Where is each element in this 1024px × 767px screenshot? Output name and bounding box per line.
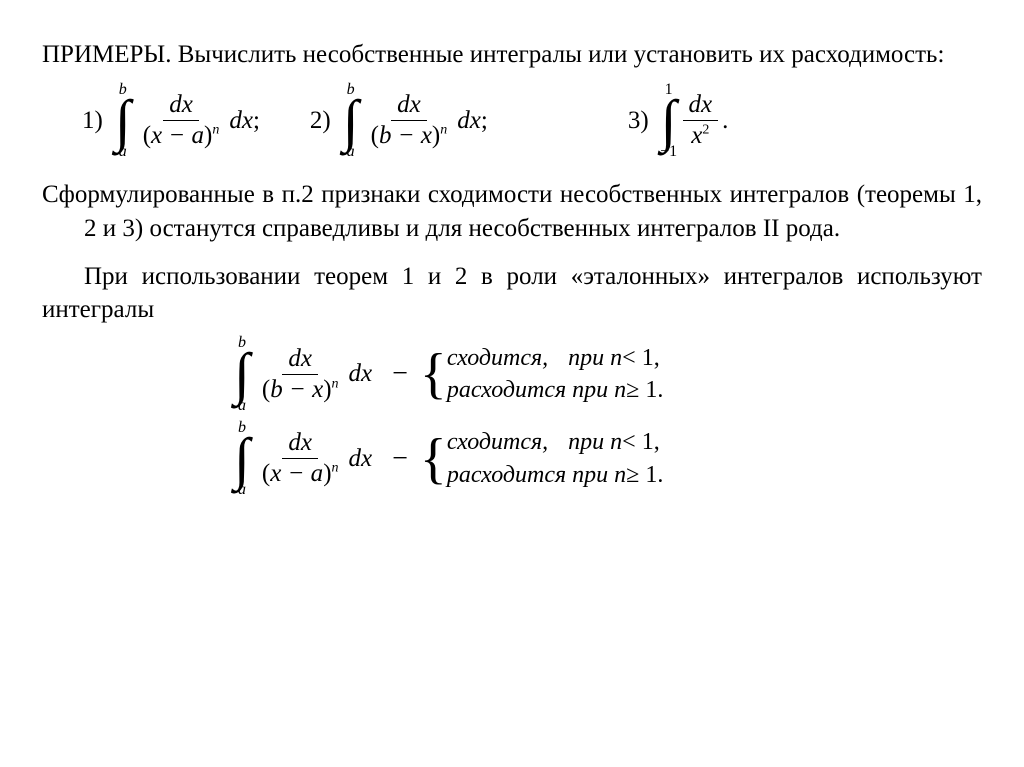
numerator: dx bbox=[282, 428, 318, 459]
case-row: сходится, при n < 1, bbox=[447, 342, 664, 374]
dash-separator: − bbox=[392, 440, 408, 478]
dash-separator: − bbox=[392, 355, 408, 393]
case-cond: при n bbox=[572, 374, 626, 406]
reference-integral-1: b ∫ a dx (b − x)n dx − { сходится, при n… bbox=[232, 335, 982, 413]
denominator: x2 bbox=[685, 121, 715, 151]
numerator: dx bbox=[391, 90, 427, 121]
integral: 1 ∫ −1 dx x2 . bbox=[659, 82, 729, 160]
int-glyph: ∫ bbox=[232, 436, 252, 482]
paragraph-3: При использовании теорем 1 и 2 в роли «э… bbox=[42, 260, 982, 328]
case-word: расходится bbox=[447, 459, 566, 491]
case-row: расходится при n ≥ 1. bbox=[447, 459, 664, 491]
cases: сходится, при n < 1, расходится при n ≥ … bbox=[447, 426, 664, 491]
cases: сходится, при n < 1, расходится при n ≥ … bbox=[447, 342, 664, 407]
trailing-dx: dx bbox=[229, 104, 253, 138]
denominator: (x − a)n bbox=[137, 121, 226, 151]
denominator: (b − x)n bbox=[256, 375, 345, 405]
punct: ; bbox=[481, 104, 488, 138]
case-rel: < 1, bbox=[622, 426, 660, 458]
lower-limit: a bbox=[347, 144, 355, 160]
fraction: dx (x − a)n bbox=[256, 428, 345, 489]
integral-symbol: b ∫ a bbox=[113, 82, 133, 160]
numerator: dx bbox=[683, 90, 719, 121]
punct: . bbox=[722, 104, 728, 138]
fraction: dx (x − a)n bbox=[137, 90, 226, 151]
brace-icon: { bbox=[420, 434, 447, 484]
intro-paragraph: ПРИМЕРЫ. Вычислить несобственные интегра… bbox=[42, 38, 982, 72]
case-cond: при n bbox=[568, 426, 622, 458]
fraction: dx (b − x)n bbox=[365, 90, 454, 151]
paragraph-2: Сформулированные в п.2 признаки сходимос… bbox=[42, 178, 982, 246]
fraction: dx x2 bbox=[683, 90, 719, 151]
example-label: 1) bbox=[82, 104, 103, 138]
integral: b ∫ a dx (b − x)n dx; bbox=[341, 82, 488, 160]
int-glyph: ∫ bbox=[341, 98, 361, 144]
case-rel: ≥ 1. bbox=[626, 374, 663, 406]
examples-row: 1) b ∫ a dx (x − a)n dx; 2) b ∫ bbox=[82, 82, 982, 160]
reference-integrals: b ∫ a dx (b − x)n dx − { сходится, при n… bbox=[232, 335, 982, 498]
lower-limit: a bbox=[238, 482, 246, 498]
punct: ; bbox=[253, 104, 260, 138]
integral-symbol: b ∫ a bbox=[232, 335, 252, 413]
case-rel: < 1, bbox=[622, 342, 660, 374]
case-word: сходится, bbox=[447, 426, 548, 458]
denominator: (b − x)n bbox=[365, 121, 454, 151]
lower-limit: a bbox=[238, 398, 246, 414]
case-word: расходится bbox=[447, 374, 566, 406]
case-row: расходится при n ≥ 1. bbox=[447, 374, 664, 406]
integral-symbol: b ∫ a bbox=[341, 82, 361, 160]
cases-group: { сходится, при n < 1, расходится при n … bbox=[420, 426, 663, 491]
example-label: 3) bbox=[628, 104, 649, 138]
example-1: 1) b ∫ a dx (x − a)n dx; bbox=[82, 82, 260, 160]
integral: b ∫ a dx (x − a)n dx bbox=[232, 420, 372, 498]
example-label: 2) bbox=[310, 104, 331, 138]
trailing-dx: dx bbox=[349, 442, 373, 476]
lower-limit: a bbox=[119, 144, 127, 160]
intro-rest: Вычислить несобственные интегралы или ус… bbox=[171, 41, 944, 68]
cases-group: { сходится, при n < 1, расходится при n … bbox=[420, 342, 663, 407]
case-cond: при n bbox=[568, 342, 622, 374]
case-word: сходится, bbox=[447, 342, 548, 374]
fraction: dx (b − x)n bbox=[256, 344, 345, 405]
numerator: dx bbox=[163, 90, 199, 121]
example-2: 2) b ∫ a dx (b − x)n dx; bbox=[310, 82, 488, 160]
integral: b ∫ a dx (x − a)n dx; bbox=[113, 82, 260, 160]
int-glyph: ∫ bbox=[113, 98, 133, 144]
integral: b ∫ a dx (b − x)n dx bbox=[232, 335, 372, 413]
lower-limit: −1 bbox=[660, 144, 677, 160]
trailing-dx: dx bbox=[349, 357, 373, 391]
int-glyph: ∫ bbox=[659, 98, 679, 144]
case-rel: ≥ 1. bbox=[626, 459, 663, 491]
brace-icon: { bbox=[420, 349, 447, 399]
case-row: сходится, при n < 1, bbox=[447, 426, 664, 458]
denominator: (x − a)n bbox=[256, 459, 345, 489]
int-glyph: ∫ bbox=[232, 351, 252, 397]
integral-symbol: b ∫ a bbox=[232, 420, 252, 498]
intro-heading: ПРИМЕРЫ. bbox=[42, 41, 171, 68]
page-content: ПРИМЕРЫ. Вычислить несобственные интегра… bbox=[0, 0, 1024, 524]
reference-integral-2: b ∫ a dx (x − a)n dx − { сходится, при n… bbox=[232, 420, 982, 498]
integral-symbol: 1 ∫ −1 bbox=[659, 82, 679, 160]
numerator: dx bbox=[282, 344, 318, 375]
case-cond: при n bbox=[572, 459, 626, 491]
example-3: 3) 1 ∫ −1 dx x2 . bbox=[628, 82, 729, 160]
trailing-dx: dx bbox=[457, 104, 481, 138]
